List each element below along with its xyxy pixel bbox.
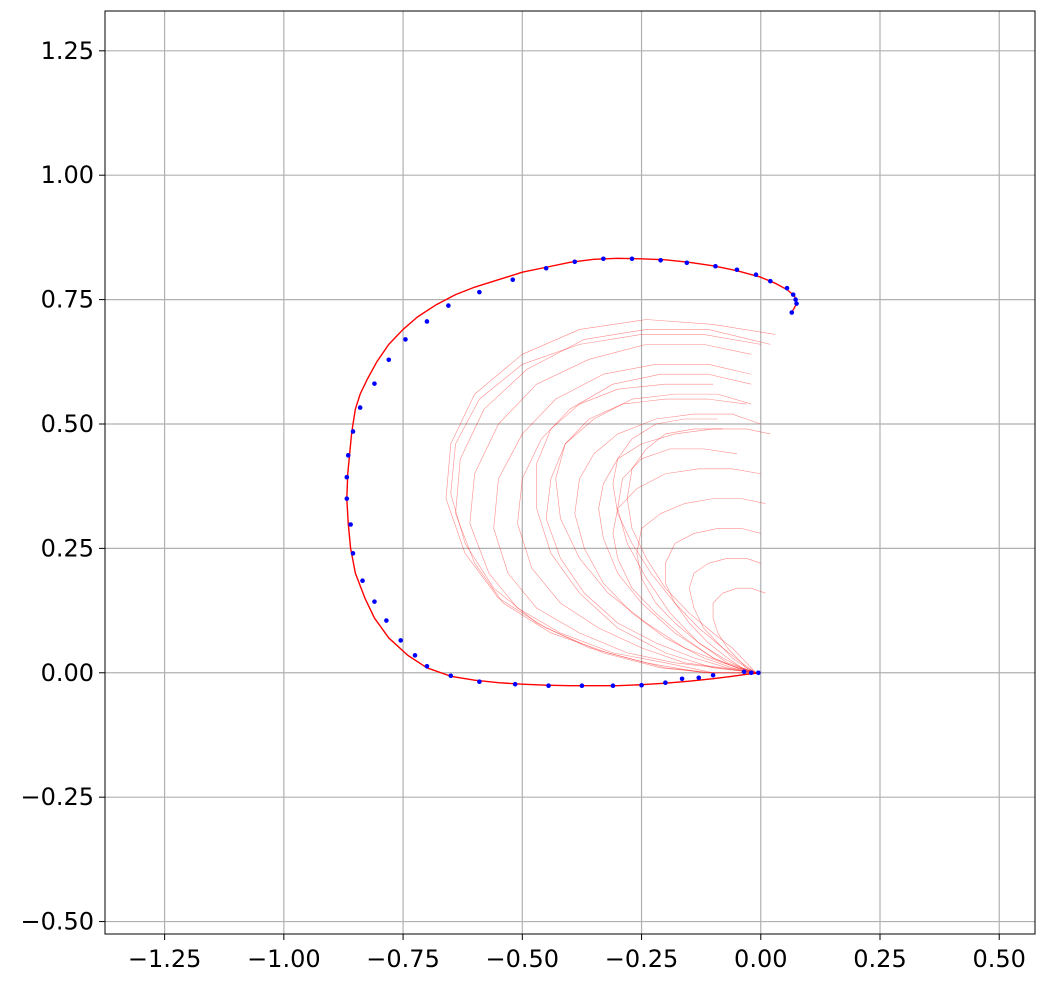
waypoint-marker — [658, 257, 663, 263]
plot-frame — [104, 10, 1036, 935]
waypoint-marker — [663, 680, 668, 686]
waypoint-marker — [412, 653, 418, 658]
waypoint-marker — [679, 676, 685, 682]
rollout-paths — [445, 319, 776, 674]
waypoint-marker — [601, 256, 606, 262]
waypoint-marker — [386, 357, 392, 363]
waypoint-marker — [793, 297, 798, 302]
rollout-path — [445, 319, 776, 674]
x-tick-label: 0.00 — [734, 945, 787, 973]
x-tick-label: 0.50 — [973, 945, 1026, 973]
waypoint-marker — [350, 429, 356, 434]
waypoint-marker — [398, 638, 403, 643]
waypoint-marker — [477, 289, 482, 295]
waypoint-marker — [403, 337, 408, 342]
waypoint-marker — [446, 303, 451, 308]
waypoint-marker — [424, 664, 430, 669]
waypoint-marker — [372, 381, 377, 386]
rollout-path — [536, 383, 757, 674]
x-tick-label: −1.00 — [247, 945, 321, 973]
waypoint-marker — [344, 496, 350, 501]
waypoint-marker — [579, 683, 585, 689]
y-tick-label: 1.25 — [41, 37, 94, 65]
y-axis: −0.50 −0.25 0.00 0.25 0.50 0.75 1.00 1.25 — [20, 37, 105, 936]
x-tick-label: 0.25 — [853, 945, 906, 973]
rollout-path — [598, 428, 771, 674]
rollout-path — [493, 363, 757, 674]
y-tick-label: 1.00 — [41, 161, 94, 189]
waypoint-marker — [477, 679, 482, 685]
rollout-path — [712, 587, 766, 674]
y-tick-label: −0.50 — [20, 908, 94, 936]
rollout-path — [665, 528, 761, 674]
waypoint-marker — [357, 405, 363, 410]
waypoint-marker — [734, 267, 740, 273]
waypoint-marker — [348, 522, 353, 527]
y-tick-label: −0.25 — [20, 783, 94, 811]
rollout-path — [612, 418, 757, 674]
waypoint-marker — [344, 474, 350, 480]
waypoint-marker — [713, 263, 718, 269]
y-tick-label: 0.75 — [41, 286, 94, 314]
rollout-path — [612, 468, 761, 674]
waypoint-marker — [696, 675, 702, 681]
waypoint-marker — [768, 278, 773, 284]
waypoint-marker — [684, 260, 690, 266]
waypoint-marker — [512, 681, 518, 687]
rollout-path — [469, 344, 756, 674]
rollout-path — [450, 334, 761, 674]
rollout-path — [455, 329, 771, 674]
waypoint-marker — [360, 578, 365, 584]
waypoint-marker — [639, 682, 644, 688]
waypoint-marker — [784, 285, 790, 291]
waypoint-marker — [424, 319, 430, 324]
rollout-path — [688, 558, 761, 674]
waypoints — [344, 256, 799, 689]
grid — [105, 11, 1035, 934]
waypoint-marker — [572, 259, 578, 265]
rollout-path — [626, 428, 757, 673]
rollout-path — [545, 393, 757, 674]
y-tick-label: 0.50 — [41, 410, 94, 438]
waypoint-marker — [510, 277, 516, 282]
x-tick-label: −0.25 — [605, 945, 679, 973]
waypoint-marker — [350, 551, 356, 556]
rollout-path — [517, 373, 757, 674]
waypoint-marker — [710, 672, 716, 678]
waypoint-marker — [794, 301, 799, 306]
waypoint-marker — [543, 265, 549, 271]
waypoint-marker — [372, 599, 377, 604]
rollout-path — [555, 398, 757, 674]
waypoint-marker — [610, 683, 616, 689]
rollout-path — [574, 413, 761, 674]
waypoint-marker — [756, 670, 761, 676]
waypoint-marker — [384, 618, 389, 623]
rollout-path — [617, 448, 757, 674]
waypoint-marker — [629, 256, 635, 262]
y-tick-label: 0.25 — [41, 534, 94, 562]
waypoint-marker — [345, 453, 351, 458]
waypoint-marker — [753, 272, 759, 278]
waypoint-marker — [790, 292, 796, 297]
x-tick-label: −0.50 — [486, 945, 560, 973]
waypoint-marker — [741, 669, 747, 675]
waypoint-marker — [448, 673, 454, 679]
x-tick-label: −0.75 — [366, 945, 440, 973]
y-tick-label: 0.00 — [41, 659, 94, 687]
waypoint-marker — [748, 670, 754, 676]
x-tick-label: −1.25 — [128, 945, 202, 973]
x-axis: −1.25 −1.00 −0.75 −0.50 −0.25 0.00 0.25 0.50 — [128, 934, 1026, 973]
waypoint-marker — [789, 310, 795, 315]
waypoint-marker — [546, 683, 551, 689]
rollout-path — [636, 498, 766, 674]
